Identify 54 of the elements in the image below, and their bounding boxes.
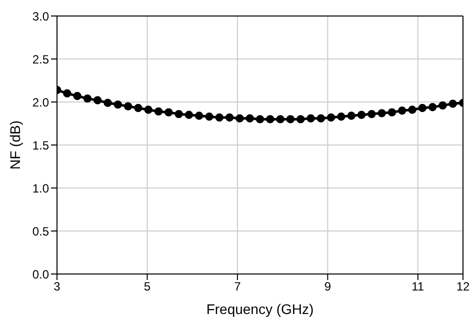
- point: [296, 115, 305, 124]
- point: [154, 107, 163, 116]
- point: [114, 100, 122, 109]
- point: [326, 113, 336, 122]
- x-tick-label: 7: [234, 280, 242, 294]
- point: [83, 94, 92, 103]
- point: [448, 100, 457, 108]
- point: [134, 104, 142, 112]
- point: [184, 110, 194, 119]
- point: [357, 110, 366, 119]
- point: [347, 112, 356, 120]
- point: [266, 115, 274, 124]
- point: [276, 115, 284, 124]
- point: [215, 113, 224, 122]
- point: [236, 114, 244, 122]
- point: [164, 108, 173, 116]
- point: [246, 114, 254, 122]
- point: [124, 102, 132, 110]
- x-tick-label: 9: [324, 280, 332, 294]
- point: [306, 114, 315, 122]
- x-tick-label: 3: [54, 280, 61, 294]
- point: [195, 112, 204, 120]
- point: [316, 114, 325, 122]
- point: [144, 106, 152, 114]
- point: [286, 115, 295, 124]
- point: [398, 106, 406, 115]
- y-tick-label: 1.0: [32, 181, 50, 196]
- point: [337, 112, 346, 121]
- point: [94, 96, 102, 104]
- point: [73, 92, 82, 100]
- x-tick-label: 12: [456, 280, 470, 294]
- point: [205, 112, 214, 121]
- y-tick-label: 2.0: [32, 95, 50, 110]
- x-tick-label: 5: [144, 280, 151, 294]
- point: [418, 104, 426, 112]
- y-tick-label: 3.0: [32, 9, 50, 24]
- point: [378, 109, 386, 118]
- point: [428, 103, 437, 112]
- point: [63, 89, 72, 98]
- x-axis-title: Frequency (GHz): [206, 301, 314, 317]
- y-tick-label: 0.5: [32, 224, 50, 238]
- point: [225, 113, 234, 122]
- x-tick-label: 11: [412, 280, 424, 294]
- point: [438, 101, 447, 110]
- point: [256, 115, 264, 124]
- point: [368, 110, 376, 118]
- point: [174, 110, 183, 118]
- y-tick-label: 1.5: [32, 138, 50, 152]
- y-axis-title: NF (dB): [6, 120, 23, 170]
- point: [104, 98, 112, 107]
- y-tick-label: 2.5: [32, 52, 50, 66]
- point: [388, 108, 396, 116]
- y-tick-label: 0.0: [32, 267, 50, 282]
- point: [408, 106, 416, 114]
